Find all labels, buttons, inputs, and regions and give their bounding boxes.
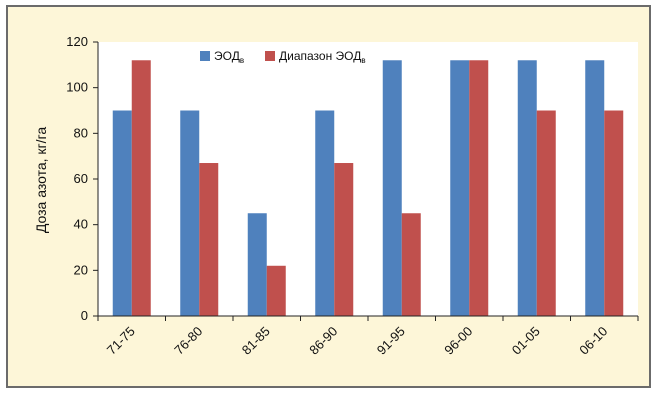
y-tick-label: 120: [66, 34, 88, 49]
x-tick-label: 01-05: [509, 324, 543, 358]
x-tick-label: 86-90: [306, 324, 340, 358]
bar-series-1-76-80: [180, 110, 200, 316]
x-tick-label: 71-75: [104, 324, 138, 358]
x-tick-label: 81-85: [239, 324, 273, 358]
y-tick-label: 100: [66, 80, 88, 95]
x-tick-label: 96-00: [441, 324, 475, 358]
bar-series-1-81-85: [247, 213, 267, 316]
legend-swatch-series-1: [200, 51, 210, 61]
bar-series-2-96-00: [469, 60, 489, 317]
bar-series-2-86-90: [334, 163, 354, 316]
bar-series-1-96-00: [450, 60, 470, 317]
y-tick-label: 20: [74, 262, 88, 277]
bar-series-2-76-80: [199, 163, 219, 316]
bar-series-1-86-90: [315, 110, 335, 316]
bar-series-1-91-95: [382, 60, 402, 317]
y-tick-label: 80: [74, 125, 88, 140]
y-axis-title: Доза азота, кг/га: [33, 127, 49, 233]
bar-series-1-06-10: [585, 60, 605, 317]
y-tick-label: 40: [74, 217, 88, 232]
plot-area: [98, 42, 638, 316]
bar-series-2-01-05: [536, 110, 556, 316]
y-tick-label: 0: [81, 308, 88, 323]
bar-series-1-01-05: [517, 60, 537, 317]
x-tick-label: 06-10: [576, 324, 610, 358]
bar-series-1-71-75: [112, 110, 132, 316]
x-tick-label: 76-80: [171, 324, 205, 358]
bar-series-2-81-85: [266, 265, 286, 316]
legend-swatch-series-2: [265, 51, 275, 61]
legend-label-series-2: Диапазон ЭОДв: [279, 49, 366, 65]
bar-series-2-06-10: [604, 110, 624, 316]
legend: ЭОДв Диапазон ЭОДв: [200, 49, 366, 65]
bar-series-2-91-95: [401, 213, 421, 316]
legend-label-series-1: ЭОДв: [214, 49, 244, 65]
y-tick-label: 60: [74, 171, 88, 186]
bar-series-2-71-75: [131, 60, 151, 317]
x-tick-label: 91-95: [374, 324, 408, 358]
